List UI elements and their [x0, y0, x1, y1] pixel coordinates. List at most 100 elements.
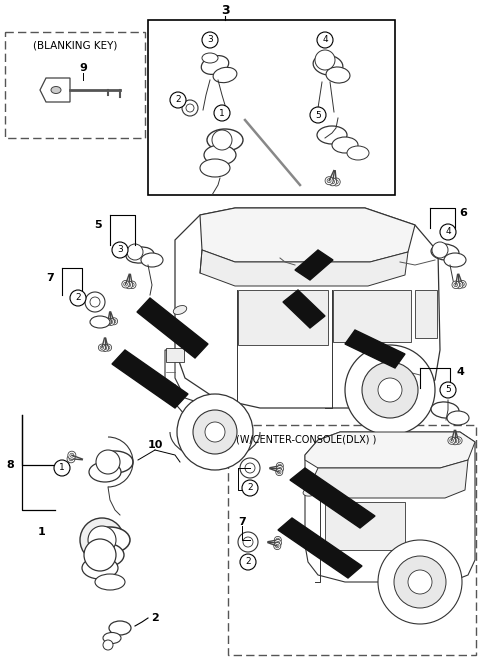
- Polygon shape: [305, 432, 475, 468]
- Circle shape: [274, 536, 281, 544]
- Circle shape: [329, 178, 336, 186]
- Circle shape: [68, 451, 76, 459]
- Circle shape: [276, 469, 283, 476]
- Circle shape: [454, 283, 457, 287]
- Text: 3: 3: [221, 5, 229, 18]
- Polygon shape: [305, 432, 475, 582]
- Circle shape: [110, 318, 118, 325]
- Polygon shape: [200, 208, 415, 262]
- Circle shape: [106, 320, 109, 324]
- Circle shape: [98, 344, 106, 351]
- Circle shape: [107, 346, 110, 349]
- Polygon shape: [283, 290, 325, 328]
- Circle shape: [450, 439, 454, 442]
- Circle shape: [453, 439, 457, 443]
- Ellipse shape: [431, 402, 459, 418]
- Circle shape: [125, 281, 132, 289]
- Circle shape: [325, 177, 333, 185]
- Bar: [325, 502, 405, 550]
- Ellipse shape: [109, 621, 131, 635]
- Polygon shape: [200, 250, 408, 286]
- Ellipse shape: [200, 159, 230, 177]
- Ellipse shape: [126, 247, 154, 263]
- Ellipse shape: [326, 67, 350, 83]
- Ellipse shape: [447, 411, 469, 425]
- Circle shape: [80, 518, 124, 562]
- Circle shape: [274, 542, 281, 550]
- Ellipse shape: [317, 126, 347, 144]
- Circle shape: [54, 460, 70, 476]
- Bar: [166, 348, 184, 362]
- Circle shape: [129, 281, 136, 289]
- Text: 1: 1: [219, 109, 225, 117]
- Circle shape: [317, 32, 333, 48]
- Circle shape: [124, 282, 127, 286]
- Circle shape: [182, 100, 198, 116]
- Circle shape: [170, 92, 186, 108]
- Polygon shape: [295, 250, 333, 280]
- Ellipse shape: [213, 67, 237, 82]
- Ellipse shape: [444, 253, 466, 267]
- Text: 8: 8: [6, 460, 14, 470]
- Circle shape: [278, 467, 282, 471]
- Ellipse shape: [89, 462, 121, 482]
- Ellipse shape: [173, 306, 187, 314]
- Ellipse shape: [332, 137, 358, 153]
- Circle shape: [452, 281, 459, 289]
- Text: 5: 5: [315, 111, 321, 119]
- Circle shape: [440, 224, 456, 240]
- Circle shape: [112, 242, 128, 258]
- Circle shape: [112, 320, 116, 323]
- Ellipse shape: [90, 316, 110, 328]
- Ellipse shape: [431, 244, 459, 260]
- Text: 7: 7: [46, 273, 54, 283]
- Circle shape: [459, 281, 466, 288]
- Circle shape: [456, 281, 463, 289]
- Circle shape: [214, 105, 230, 121]
- Ellipse shape: [51, 86, 61, 94]
- Circle shape: [202, 32, 218, 48]
- Ellipse shape: [141, 253, 163, 267]
- Text: 4: 4: [456, 367, 464, 377]
- Polygon shape: [175, 208, 440, 408]
- Polygon shape: [137, 298, 208, 358]
- Circle shape: [193, 410, 237, 454]
- Circle shape: [186, 104, 194, 112]
- Text: 3: 3: [117, 246, 123, 254]
- Text: 9: 9: [79, 63, 87, 73]
- Ellipse shape: [202, 53, 218, 63]
- Circle shape: [455, 437, 462, 444]
- Circle shape: [240, 458, 260, 478]
- Circle shape: [177, 394, 253, 470]
- Circle shape: [109, 320, 113, 324]
- Circle shape: [276, 463, 283, 469]
- Polygon shape: [290, 468, 375, 528]
- Ellipse shape: [90, 527, 130, 553]
- Text: 2: 2: [151, 613, 159, 623]
- Text: (W/CENTER-CONSOLE(DLX) ): (W/CENTER-CONSOLE(DLX) ): [236, 434, 376, 444]
- Circle shape: [212, 130, 232, 150]
- Text: 1: 1: [59, 463, 65, 473]
- Circle shape: [243, 537, 253, 547]
- Text: 5: 5: [445, 386, 451, 395]
- Circle shape: [105, 344, 112, 351]
- Circle shape: [67, 455, 75, 463]
- Text: 7: 7: [238, 517, 246, 527]
- Ellipse shape: [207, 129, 243, 151]
- Circle shape: [378, 540, 462, 624]
- Circle shape: [70, 453, 74, 457]
- Text: 1: 1: [38, 527, 46, 537]
- Circle shape: [448, 437, 456, 444]
- Polygon shape: [308, 460, 468, 498]
- Text: 10: 10: [147, 440, 163, 450]
- Circle shape: [90, 297, 100, 307]
- Polygon shape: [40, 78, 70, 102]
- Circle shape: [85, 292, 105, 312]
- Bar: [238, 290, 328, 345]
- Circle shape: [84, 539, 116, 571]
- Bar: [148, 20, 395, 195]
- Circle shape: [100, 346, 104, 349]
- Circle shape: [240, 554, 256, 570]
- Text: 2: 2: [247, 484, 253, 492]
- Text: 6: 6: [459, 208, 467, 218]
